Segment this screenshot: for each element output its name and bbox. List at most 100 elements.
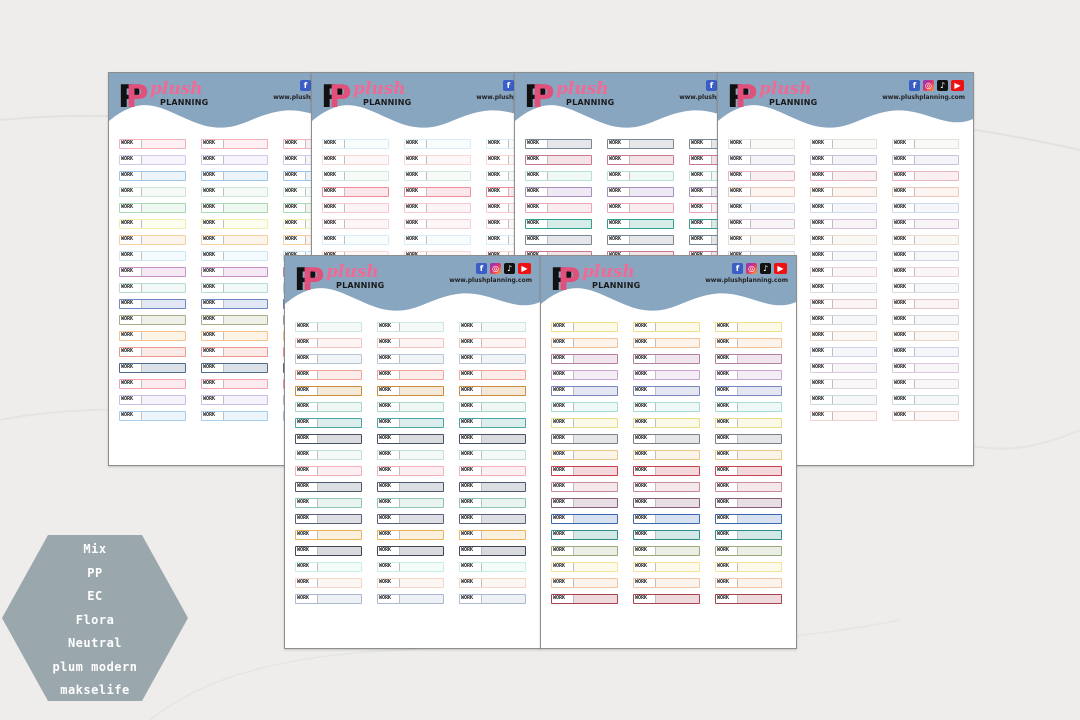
work-label-text: WORK <box>634 467 656 475</box>
work-label-sticker: WORK <box>201 235 268 245</box>
work-label-sticker: WORK <box>377 386 444 396</box>
work-label-text: WORK <box>811 316 833 324</box>
work-label-sticker: WORK <box>810 139 877 149</box>
work-label-text: WORK <box>284 204 306 212</box>
work-label-sticker: WORK <box>633 466 700 476</box>
work-label-text: WORK <box>120 188 142 196</box>
work-label-text: WORK <box>284 220 306 228</box>
logo-planning: PLANNING <box>566 98 615 107</box>
work-label-sticker: WORK <box>633 514 700 524</box>
work-label-sticker: WORK <box>404 219 471 229</box>
work-label-sticker: WORK <box>525 171 592 181</box>
work-label-sticker: WORK <box>551 354 618 364</box>
work-label-text: WORK <box>487 204 509 212</box>
work-label-text: WORK <box>284 172 306 180</box>
work-label-sticker: WORK <box>295 498 362 508</box>
work-label-text: WORK <box>120 364 142 372</box>
work-label-sticker: WORK <box>201 347 268 357</box>
label-grid: WORK WORK WORK WORK WORK WORK WORK WORK WORK WORK… <box>295 322 526 604</box>
work-label-text: WORK <box>526 188 548 196</box>
work-label-sticker: WORK <box>633 450 700 460</box>
work-label-text: WORK <box>323 140 345 148</box>
work-label-text: WORK <box>634 323 656 331</box>
facebook-icon: f <box>300 80 311 91</box>
work-label-sticker: WORK <box>810 187 877 197</box>
work-label-text: WORK <box>284 156 306 164</box>
work-label-sticker: WORK <box>201 171 268 181</box>
work-label-text: WORK <box>893 188 915 196</box>
work-label-text: WORK <box>634 499 656 507</box>
work-label-text: WORK <box>893 204 915 212</box>
work-label-sticker: WORK <box>459 434 526 444</box>
work-label-text: WORK <box>296 403 318 411</box>
work-label-text: WORK <box>893 364 915 372</box>
work-label-sticker: WORK <box>892 299 959 309</box>
work-label-sticker: WORK <box>551 386 618 396</box>
work-label-sticker: WORK <box>295 338 362 348</box>
logo-planning: PLANNING <box>160 98 209 107</box>
work-label-text: WORK <box>202 268 224 276</box>
work-label-text: WORK <box>634 563 656 571</box>
work-label-sticker: WORK <box>119 155 186 165</box>
work-label-sticker: WORK <box>377 322 444 332</box>
work-label-text: WORK <box>460 323 482 331</box>
work-label-sticker: WORK <box>377 482 444 492</box>
logo-mark: PP <box>727 79 757 115</box>
work-label-sticker: WORK <box>404 171 471 181</box>
work-label-text: WORK <box>552 371 574 379</box>
work-label-text: WORK <box>405 156 427 164</box>
work-label-text: WORK <box>202 156 224 164</box>
work-label-sticker: WORK <box>119 251 186 261</box>
logo-planning: PLANNING <box>336 281 385 290</box>
hexagon-fill <box>2 535 188 701</box>
work-label-sticker: WORK <box>633 418 700 428</box>
work-label-sticker: WORK <box>201 331 268 341</box>
work-label-sticker: WORK <box>810 411 877 421</box>
work-label-text: WORK <box>284 236 306 244</box>
work-label-text: WORK <box>716 371 738 379</box>
work-label-sticker: WORK <box>715 402 782 412</box>
work-label-sticker: WORK <box>525 203 592 213</box>
work-label-text: WORK <box>729 172 751 180</box>
website-url: www.plushplanning.com <box>449 277 532 284</box>
work-label-text: WORK <box>460 339 482 347</box>
instagram-icon: ◎ <box>490 263 501 274</box>
work-label-sticker: WORK <box>525 155 592 165</box>
work-label-text: WORK <box>634 483 656 491</box>
work-label-text: WORK <box>608 204 630 212</box>
work-label-sticker: WORK <box>892 411 959 421</box>
work-label-sticker: WORK <box>551 370 618 380</box>
work-label-text: WORK <box>893 236 915 244</box>
work-label-text: WORK <box>690 140 712 148</box>
work-label-sticker: WORK <box>607 203 674 213</box>
work-label-text: WORK <box>487 220 509 228</box>
work-label-sticker: WORK <box>322 187 389 197</box>
work-label-sticker: WORK <box>810 251 877 261</box>
work-label-sticker: WORK <box>633 594 700 604</box>
work-label-sticker: WORK <box>715 338 782 348</box>
work-label-text: WORK <box>460 387 482 395</box>
work-label-sticker: WORK <box>525 235 592 245</box>
work-label-sticker: WORK <box>377 354 444 364</box>
collection-item: plum modern <box>52 659 138 674</box>
work-label-text: WORK <box>202 172 224 180</box>
work-label-sticker: WORK <box>119 139 186 149</box>
work-label-sticker: WORK <box>459 546 526 556</box>
work-label-text: WORK <box>552 499 574 507</box>
work-label-text: WORK <box>716 515 738 523</box>
work-label-text: WORK <box>296 579 318 587</box>
work-label-sticker: WORK <box>607 139 674 149</box>
work-label-text: WORK <box>729 236 751 244</box>
work-label-sticker: WORK <box>607 219 674 229</box>
work-label-sticker: WORK <box>295 402 362 412</box>
work-label-text: WORK <box>120 284 142 292</box>
work-label-sticker: WORK <box>119 219 186 229</box>
work-label-text: WORK <box>811 188 833 196</box>
work-label-text: WORK <box>296 515 318 523</box>
work-label-sticker: WORK <box>892 283 959 293</box>
work-label-text: WORK <box>552 547 574 555</box>
logo-planning: PLANNING <box>592 281 641 290</box>
work-label-text: WORK <box>296 419 318 427</box>
work-label-sticker: WORK <box>892 203 959 213</box>
work-label-text: WORK <box>378 547 400 555</box>
